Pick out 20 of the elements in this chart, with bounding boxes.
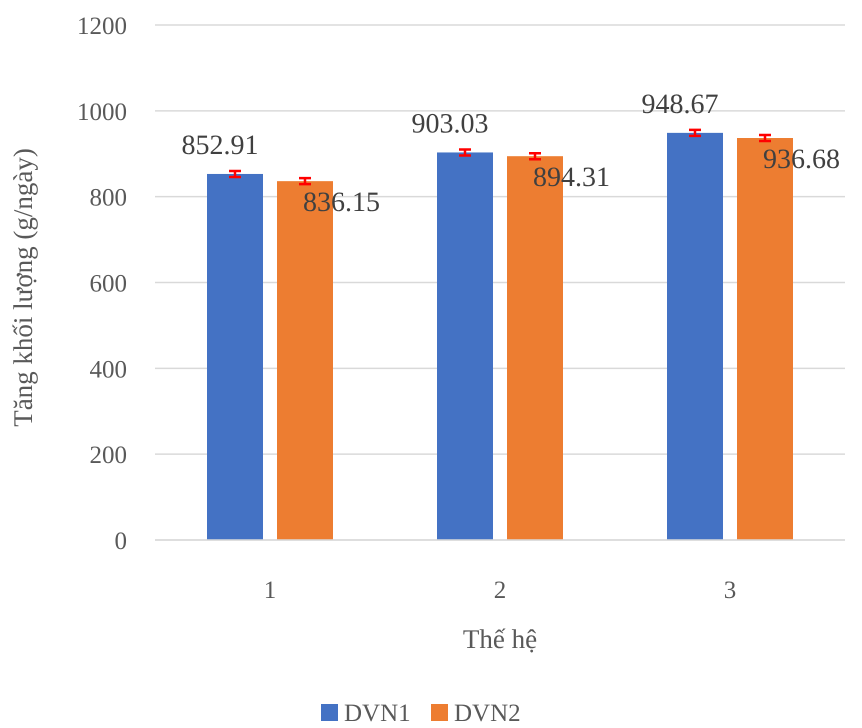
y-tick-label: 200 [90, 442, 127, 470]
x-tick-label: 1 [264, 577, 276, 604]
data-label: 903.03 [412, 108, 488, 140]
y-tick-label: 1000 [77, 98, 127, 126]
legend-label: DVN2 [454, 700, 521, 727]
y-tick-label: 1200 [77, 13, 127, 40]
x-tick-label: 3 [724, 577, 736, 604]
y-tick-label: 600 [90, 270, 127, 298]
bar [437, 152, 493, 540]
x-axis-title: Thế hệ [462, 624, 538, 654]
data-label: 852.91 [182, 130, 258, 161]
legend-label: DVN1 [344, 700, 411, 727]
y-tick-label: 0 [114, 528, 127, 555]
y-tick-label: 800 [90, 184, 127, 212]
x-tick-label: 2 [494, 577, 506, 604]
bar [667, 132, 723, 540]
y-axis-title: Tăng khối lượng (g/ngày) [8, 148, 38, 427]
bar [207, 174, 263, 540]
data-label: 948.67 [642, 88, 718, 120]
y-tick-label: 400 [90, 356, 127, 384]
